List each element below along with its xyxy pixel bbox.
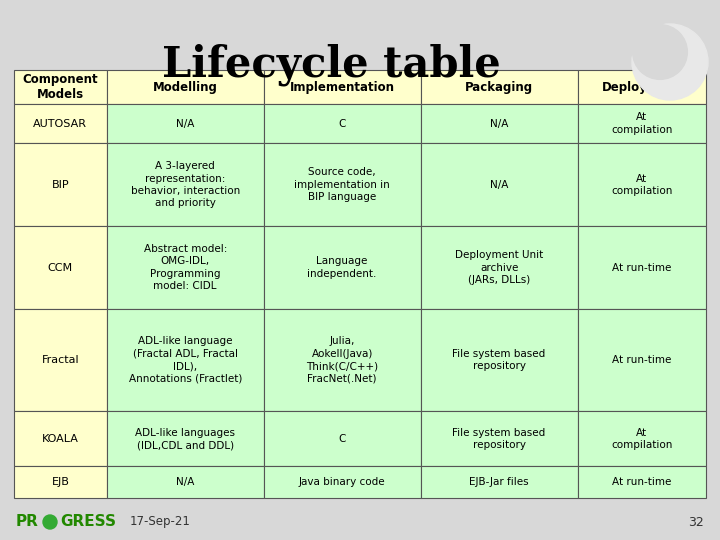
Text: N/A: N/A [490, 119, 508, 129]
Bar [14, 104, 107, 144]
Bar [420, 70, 577, 104]
Bar [107, 70, 264, 104]
Bar [14, 144, 107, 226]
Text: Language
independent.: Language independent. [307, 256, 377, 279]
Bar [577, 144, 706, 226]
Text: Component
Models: Component Models [22, 72, 98, 102]
Bar [107, 144, 264, 226]
Text: Deployment: Deployment [602, 80, 682, 93]
Bar [420, 467, 577, 498]
Bar [107, 104, 264, 144]
Text: Java binary code: Java binary code [299, 477, 385, 487]
Text: Implementation: Implementation [289, 80, 395, 93]
Text: AUTOSAR: AUTOSAR [33, 119, 87, 129]
Bar [577, 467, 706, 498]
Bar [420, 411, 577, 467]
Bar [420, 226, 577, 309]
Text: Packaging: Packaging [465, 80, 534, 93]
Text: ADL-like languages
(IDL,CDL and DDL): ADL-like languages (IDL,CDL and DDL) [135, 428, 235, 450]
Text: Julia,
Aokell(Java)
Think(C/C++)
FracNet(.Net): Julia, Aokell(Java) Think(C/C++) FracNet… [306, 336, 378, 384]
Text: N/A: N/A [490, 180, 508, 190]
Text: EJB: EJB [51, 477, 69, 487]
Text: At
compilation: At compilation [611, 428, 672, 450]
Bar [107, 309, 264, 411]
Bar [264, 467, 420, 498]
Text: A 3-layered
representation:
behavior, interaction
and priority: A 3-layered representation: behavior, in… [130, 161, 240, 208]
Text: GRESS: GRESS [60, 515, 116, 530]
Bar [577, 309, 706, 411]
Bar [420, 104, 577, 144]
Text: Lifecycle table: Lifecycle table [162, 44, 500, 86]
Bar [107, 411, 264, 467]
Circle shape [633, 25, 688, 79]
Text: Abstract model:
OMG-IDL,
Programming
model: CIDL: Abstract model: OMG-IDL, Programming mod… [143, 244, 227, 291]
Text: At run-time: At run-time [612, 477, 672, 487]
Text: At run-time: At run-time [612, 355, 672, 365]
Bar [107, 467, 264, 498]
Circle shape [43, 515, 57, 529]
Text: Source code,
implementation in
BIP language: Source code, implementation in BIP langu… [294, 167, 390, 202]
Text: 17-Sep-21: 17-Sep-21 [130, 516, 191, 529]
Bar [577, 104, 706, 144]
Text: BIP: BIP [52, 180, 69, 190]
Text: KOALA: KOALA [42, 434, 78, 444]
Text: File system based
repository: File system based repository [452, 349, 546, 372]
Bar [264, 309, 420, 411]
Bar [577, 226, 706, 309]
Text: Fractal: Fractal [42, 355, 79, 365]
Bar [14, 70, 107, 104]
Bar [420, 309, 577, 411]
Text: At run-time: At run-time [612, 262, 672, 273]
Bar [14, 467, 107, 498]
Text: Deployment Unit
archive
(JARs, DLLs): Deployment Unit archive (JARs, DLLs) [455, 250, 543, 285]
Bar [14, 309, 107, 411]
Text: PR: PR [16, 515, 39, 530]
Bar [577, 411, 706, 467]
Text: C: C [338, 119, 346, 129]
Text: CCM: CCM [48, 262, 73, 273]
Text: At
compilation: At compilation [611, 173, 672, 196]
Bar [14, 411, 107, 467]
Bar [264, 144, 420, 226]
Bar [264, 411, 420, 467]
Text: C: C [338, 434, 346, 444]
Bar [264, 226, 420, 309]
Text: ADL-like language
(Fractal ADL, Fractal
IDL),
Annotations (Fractlet): ADL-like language (Fractal ADL, Fractal … [129, 336, 242, 384]
Text: File system based
repository: File system based repository [452, 428, 546, 450]
Bar [14, 226, 107, 309]
Text: N/A: N/A [176, 477, 194, 487]
Bar [577, 70, 706, 104]
Text: Modelling: Modelling [153, 80, 217, 93]
Bar [420, 144, 577, 226]
Text: At
compilation: At compilation [611, 112, 672, 135]
Bar [107, 226, 264, 309]
Text: 32: 32 [688, 516, 704, 529]
Text: EJB-Jar files: EJB-Jar files [469, 477, 529, 487]
Bar [264, 70, 420, 104]
Bar [264, 104, 420, 144]
Circle shape [632, 24, 708, 100]
Text: N/A: N/A [176, 119, 194, 129]
